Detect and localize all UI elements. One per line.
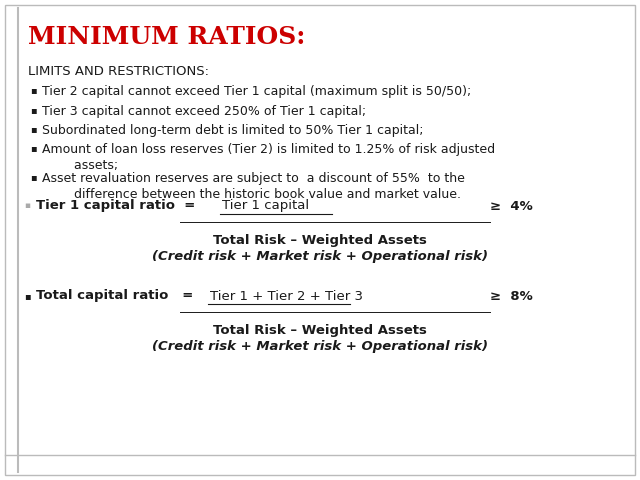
Text: Tier 1 + Tier 2 + Tier 3: Tier 1 + Tier 2 + Tier 3 <box>210 289 363 302</box>
Text: Tier 2 capital cannot exceed Tier 1 capital (maximum split is 50/50);: Tier 2 capital cannot exceed Tier 1 capi… <box>42 85 471 98</box>
Text: LIMITS AND RESTRICTIONS:: LIMITS AND RESTRICTIONS: <box>28 65 209 78</box>
Text: ≥  4%: ≥ 4% <box>490 200 532 213</box>
Text: Tier 1 capital: Tier 1 capital <box>222 200 309 213</box>
Text: ▪: ▪ <box>30 172 36 182</box>
Text: Total Risk – Weighted Assets: Total Risk – Weighted Assets <box>213 234 427 247</box>
Text: Tier 3 capital cannot exceed 250% of Tier 1 capital;: Tier 3 capital cannot exceed 250% of Tie… <box>42 105 366 118</box>
Text: (Credit risk + Market risk + Operational risk): (Credit risk + Market risk + Operational… <box>152 250 488 263</box>
Text: Total capital ratio   =: Total capital ratio = <box>36 289 193 302</box>
Text: ▪: ▪ <box>30 85 36 95</box>
Text: (Credit risk + Market risk + Operational risk): (Credit risk + Market risk + Operational… <box>152 340 488 353</box>
Text: Amount of loan loss reserves (Tier 2) is limited to 1.25% of risk adjusted
     : Amount of loan loss reserves (Tier 2) is… <box>42 143 495 172</box>
Text: ▪: ▪ <box>30 124 36 134</box>
Text: ▪: ▪ <box>30 143 36 153</box>
Text: MINIMUM RATIOS:: MINIMUM RATIOS: <box>28 25 305 49</box>
Text: Total Risk – Weighted Assets: Total Risk – Weighted Assets <box>213 324 427 337</box>
Text: ▪: ▪ <box>30 105 36 115</box>
Text: ≥  8%: ≥ 8% <box>490 289 532 302</box>
Text: ▪: ▪ <box>24 202 30 211</box>
Text: Asset revaluation reserves are subject to  a discount of 55%  to the
        dif: Asset revaluation reserves are subject t… <box>42 172 465 201</box>
Text: Subordinated long-term debt is limited to 50% Tier 1 capital;: Subordinated long-term debt is limited t… <box>42 124 424 137</box>
Text: ▪: ▪ <box>24 291 31 301</box>
Text: Tier 1 capital ratio  =: Tier 1 capital ratio = <box>36 200 195 213</box>
